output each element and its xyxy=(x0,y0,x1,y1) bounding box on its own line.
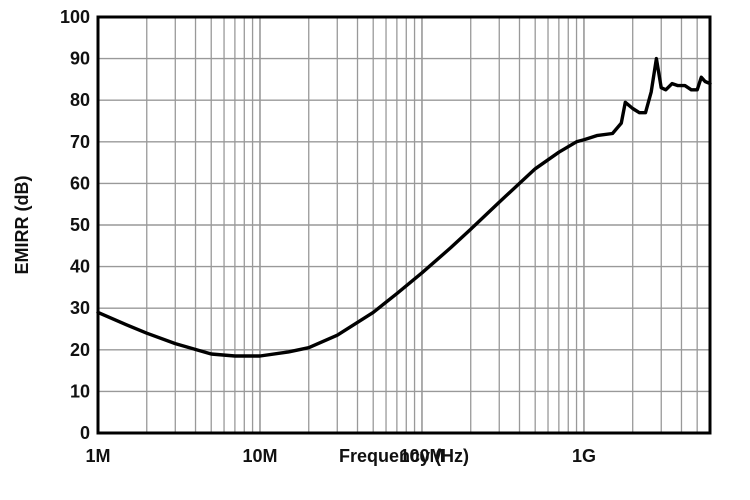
y-tick-label: 80 xyxy=(70,90,90,110)
y-tick-labels: 0 10 20 30 40 50 60 70 80 90 100 xyxy=(60,7,90,443)
y-tick-label: 60 xyxy=(70,173,90,193)
y-tick-label: 40 xyxy=(70,257,90,277)
y-tick-label: 0 xyxy=(80,423,90,443)
plot-frame xyxy=(96,15,712,435)
y-tick-label: 20 xyxy=(70,340,90,360)
x-axis-label: Frequency (Hz) xyxy=(339,446,469,466)
x-tick-label: 100M xyxy=(399,446,444,466)
x-tick-label: 10M xyxy=(242,446,277,466)
x-tick-label: 1G xyxy=(572,446,596,466)
y-tick-label: 10 xyxy=(70,381,90,401)
y-tick-label: 100 xyxy=(60,7,90,27)
grid-lines xyxy=(98,17,710,433)
y-axis-label: EMIRR (dB) xyxy=(12,176,32,275)
y-tick-label: 90 xyxy=(70,49,90,69)
y-tick-label: 70 xyxy=(70,132,90,152)
series-line xyxy=(96,56,712,358)
y-tick-label: 50 xyxy=(70,215,90,235)
y-tick-label: 30 xyxy=(70,298,90,318)
x-tick-label: 1M xyxy=(85,446,110,466)
x-tick-labels: 1M 10M 100M 1G xyxy=(85,446,595,466)
